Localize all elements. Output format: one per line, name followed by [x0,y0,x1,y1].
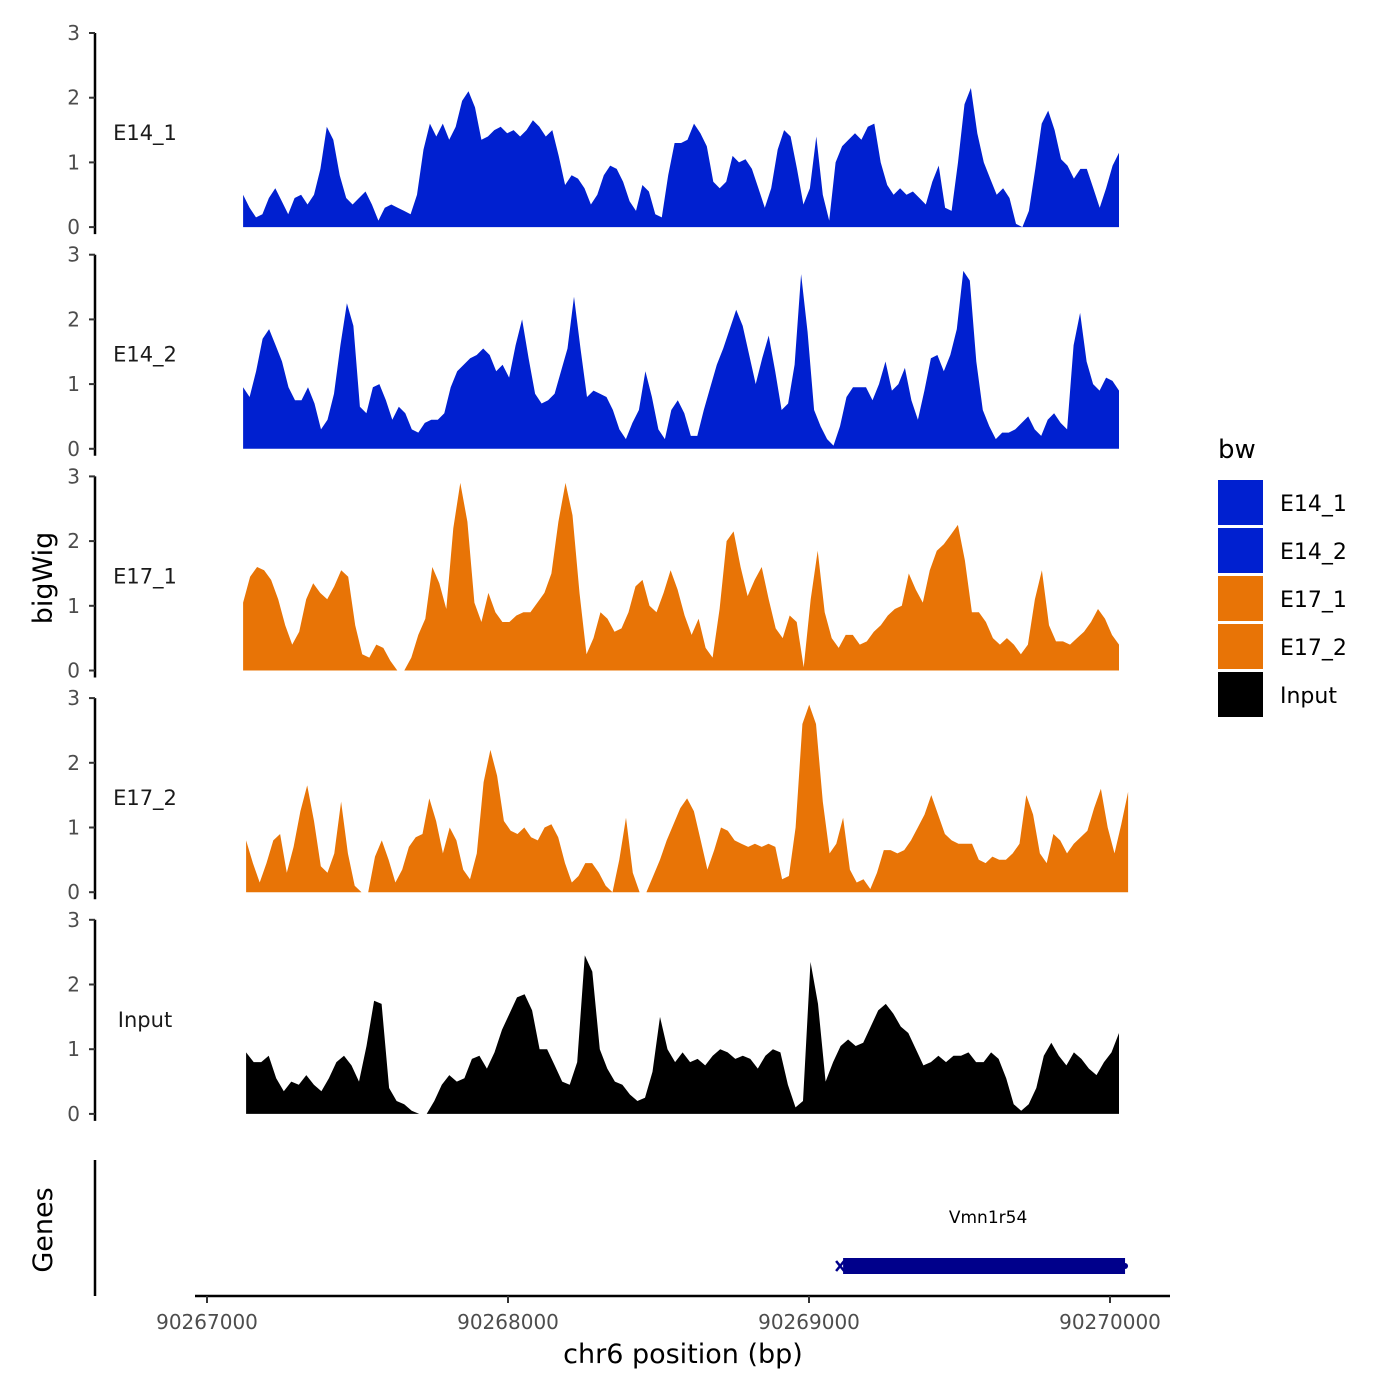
y-tick-label: 2 [67,86,80,110]
track-label-E17_2: E17_2 [113,786,177,811]
x-tick-label: 90270000 [1059,1310,1161,1334]
x-tick-label: 90267000 [156,1310,258,1334]
legend-swatch-E14_2 [1218,528,1263,573]
y-tick-label: 1 [67,150,80,174]
genes-panel: Vmn1r54 [93,1160,1129,1296]
y-axis-title: bigWig [28,532,59,625]
y-tick-label: 1 [67,1037,80,1061]
legend-label-E17_2: E17_2 [1280,636,1347,661]
x-axis-title: chr6 position (bp) [563,1339,803,1370]
legend-swatch-E17_2 [1218,624,1263,669]
y-tick-label: 3 [67,908,80,932]
y-tick-label: 1 [67,372,80,396]
y-tick-label: 3 [67,686,80,710]
y-tick-label: 0 [67,437,80,461]
bigwig-tracks: 0 1 2 3 E14_1 0 1 2 3 E14_2 0 1 2 3 E17_1 0 1 2 3 E17_2 0 1 2 3… [67,21,1129,1126]
y-tick-label: 2 [67,973,80,997]
legend-label-E14_2: E14_2 [1280,540,1347,565]
signal-area-E14_2 [243,270,1120,449]
legend-swatch-E17_1 [1218,576,1263,621]
track-E14_2: 0 1 2 3 E14_2 [67,243,1120,461]
y-tick-label: 0 [67,215,80,239]
track-label-E17_1: E17_1 [113,564,177,589]
track-E17_1: 0 1 2 3 E17_1 [67,464,1120,683]
y-tick-label: 2 [67,751,80,775]
genes-axis-title: Genes [28,1187,59,1272]
y-tick-label: 1 [67,816,80,840]
track-E14_1: 0 1 2 3 E14_1 [67,21,1120,239]
track-Input: 0 1 2 3 Input [67,908,1120,1126]
legend-label-E14_1: E14_1 [1280,492,1347,517]
signal-area-E14_1 [243,88,1120,228]
legend-title: bw [1218,435,1256,465]
x-tick-label: 90269000 [758,1310,860,1334]
y-tick-label: 0 [67,659,80,683]
x-tick-label: 90268000 [457,1310,559,1334]
legend-label-Input: Input [1280,684,1337,709]
y-tick-label: 3 [67,243,80,267]
track-label-E14_1: E14_1 [113,121,177,146]
legend-swatch-Input [1218,672,1263,717]
y-tick-label: 3 [67,21,80,45]
signal-area-Input [246,955,1120,1114]
y-tick-label: 1 [67,594,80,618]
track-label-Input: Input [118,1008,172,1032]
y-tick-label: 3 [67,464,80,488]
legend-label-E17_1: E17_1 [1280,588,1347,613]
gene-body-Vmn1r54 [843,1258,1126,1274]
gene-end-marker [1122,1263,1129,1269]
track-label-E14_2: E14_2 [113,343,177,368]
x-axis: 90267000 90268000 90269000 90270000 [156,1294,1170,1334]
legend: bw E14_1 E14_2 E17_1 E17_2 Input [1218,435,1347,717]
y-tick-label: 2 [67,529,80,553]
signal-area-E17_1 [243,482,1120,671]
legend-swatch-E14_1 [1218,480,1263,525]
gene-strand-marker [835,1260,846,1272]
signal-area-E17_2 [246,704,1129,893]
y-tick-label: 0 [67,1102,80,1126]
gene-label-Vmn1r54: Vmn1r54 [949,1208,1027,1228]
track-E17_2: 0 1 2 3 E17_2 [67,686,1129,904]
y-tick-label: 2 [67,307,80,331]
y-tick-label: 0 [67,880,80,904]
